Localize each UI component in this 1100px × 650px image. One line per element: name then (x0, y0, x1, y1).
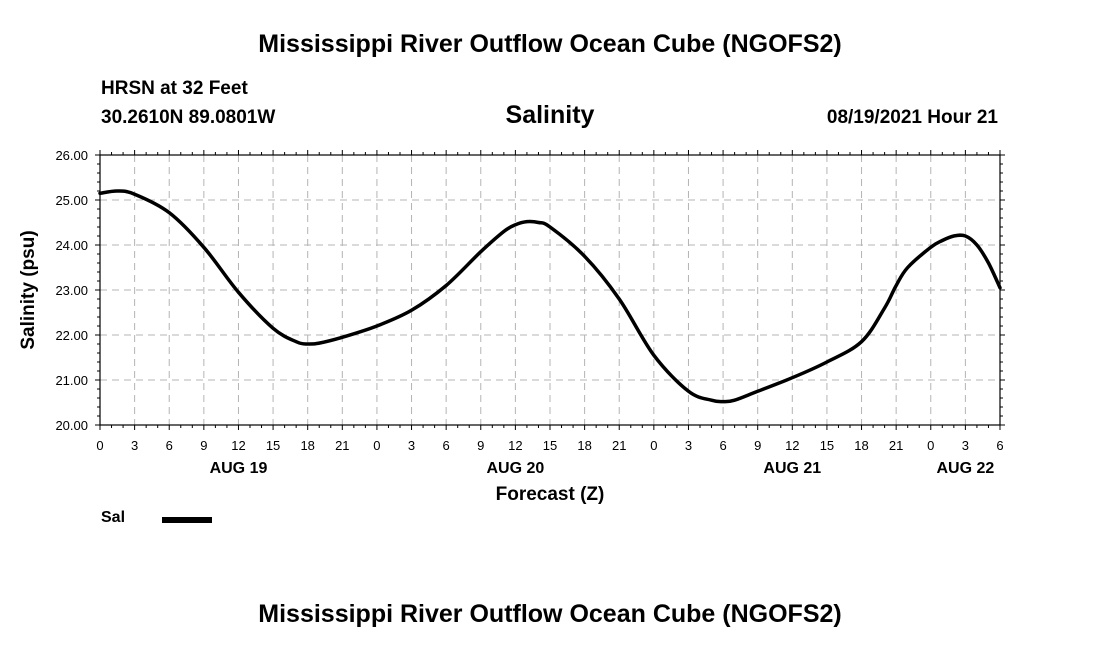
y-tick-label: 25.00 (55, 193, 88, 208)
x-tick-label: 3 (685, 438, 692, 453)
day-label: AUG 19 (210, 460, 268, 477)
x-tick-label: 6 (719, 438, 726, 453)
axis-ticks (95, 150, 1005, 430)
y-tick-label: 21.00 (55, 373, 88, 388)
x-tick-label: 6 (996, 438, 1003, 453)
x-tick-label: 15 (543, 438, 557, 453)
x-tick-label: 3 (408, 438, 415, 453)
x-tick-label: 21 (889, 438, 903, 453)
x-tick-label: 0 (96, 438, 103, 453)
x-tick-label: 12 (231, 438, 245, 453)
x-tick-label: 21 (612, 438, 626, 453)
legend-label: Sal (101, 509, 126, 526)
station-label: HRSN at 32 Feet (101, 78, 248, 99)
x-tick-label: 0 (650, 438, 657, 453)
coordinates-label: 30.2610N 89.0801W (101, 107, 276, 128)
chart-title: Salinity (505, 101, 595, 129)
x-axis-label: Forecast (Z) (496, 484, 605, 505)
x-tick-label: 6 (166, 438, 173, 453)
legend-swatch (162, 517, 212, 523)
timestamp-label: 08/19/2021 Hour 21 (826, 107, 998, 128)
x-tick-label: 18 (854, 438, 868, 453)
y-tick-label: 22.00 (55, 328, 88, 343)
footer-title: Mississippi River Outflow Ocean Cube (NG… (258, 600, 842, 628)
x-tick-label: 0 (373, 438, 380, 453)
x-tick-label: 6 (443, 438, 450, 453)
y-tick-label: 26.00 (55, 148, 88, 163)
y-tick-label: 24.00 (55, 238, 88, 253)
x-tick-label: 18 (300, 438, 314, 453)
series-line-sal (98, 189, 1002, 404)
axis-labels: 20.00 21.00 22.00 23.00 24.00 25.00 26.00 0 3 6 9 1… (55, 148, 1003, 477)
x-tick-label: 12 (785, 438, 799, 453)
y-tick-label: 23.00 (55, 283, 88, 298)
chart-grid (100, 155, 1000, 425)
x-tick-label: 12 (508, 438, 522, 453)
day-label: AUG 20 (486, 460, 544, 477)
x-tick-label: 0 (927, 438, 934, 453)
x-tick-label: 15 (266, 438, 280, 453)
x-tick-label: 9 (477, 438, 484, 453)
y-axis-label: Salinity (psu) (18, 230, 39, 349)
x-tick-label: 3 (962, 438, 969, 453)
x-tick-label: 18 (577, 438, 591, 453)
x-tick-label: 21 (335, 438, 349, 453)
main-title: Mississippi River Outflow Ocean Cube (NG… (258, 30, 842, 58)
day-label: AUG 22 (936, 460, 994, 477)
x-tick-label: 9 (200, 438, 207, 453)
x-tick-label: 9 (754, 438, 761, 453)
x-tick-label: 15 (820, 438, 834, 453)
x-tick-label: 3 (131, 438, 138, 453)
y-tick-label: 20.00 (55, 418, 88, 433)
day-label: AUG 21 (763, 460, 821, 477)
